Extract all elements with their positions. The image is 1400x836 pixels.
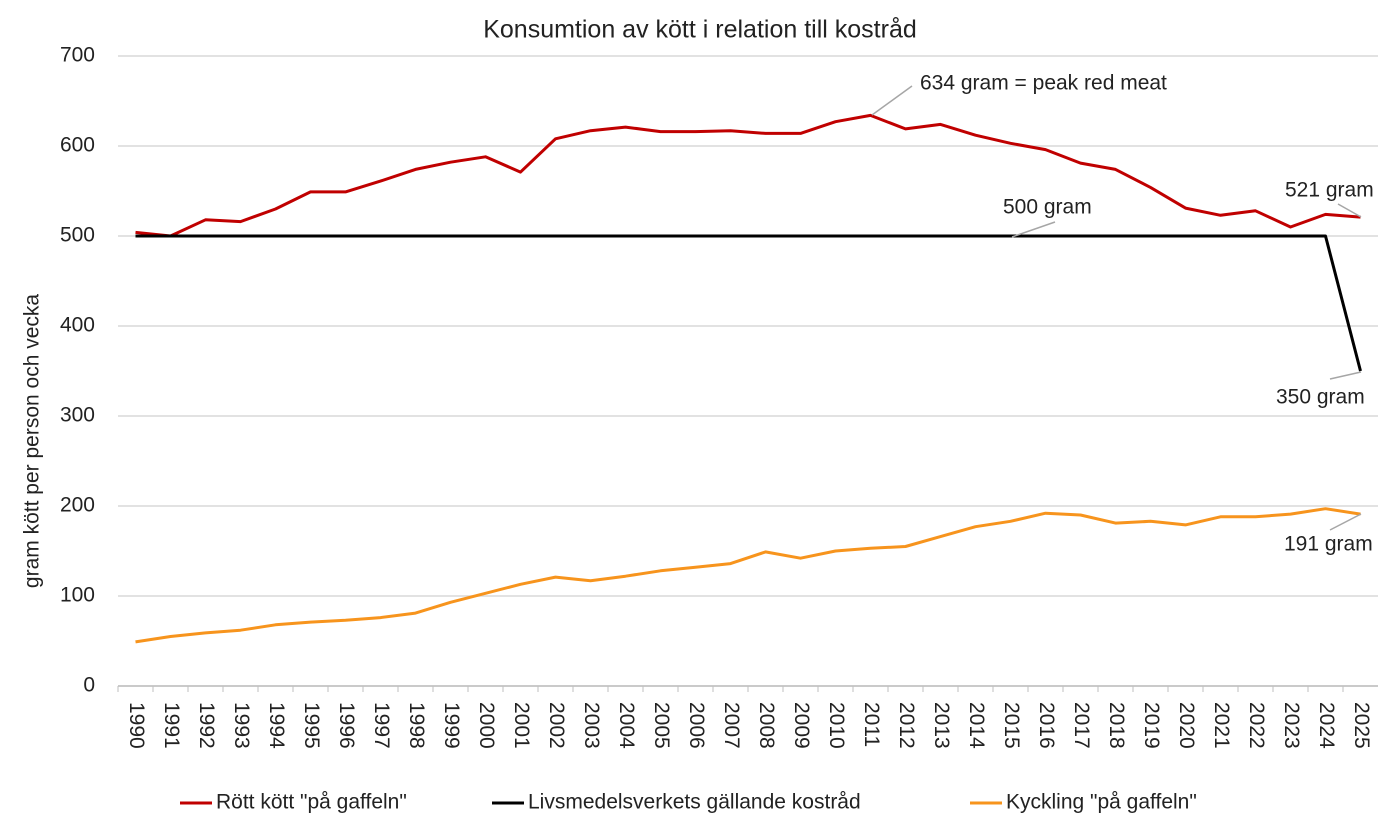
x-tick-label: 2008 [755,702,778,749]
x-tick-label: 2003 [580,702,603,749]
x-tick-label: 1999 [440,702,463,749]
x-tick-label: 2010 [825,702,848,749]
x-tick-label: 2004 [615,702,638,749]
x-tick-label: 1993 [230,702,253,749]
chart-title: Konsumtion av kött i relation till kostr… [483,16,917,44]
x-tick-label: 2000 [475,702,498,749]
x-tick-label: 1998 [405,702,428,749]
annotation: 521 gram [1285,179,1374,202]
y-axis-label: gram kött per person och vecka [21,294,44,588]
x-tick-label: 2007 [720,702,743,749]
annotation: 634 gram = peak red meat [920,72,1167,95]
legend-label: Livsmedelsverkets gällande kostråd [528,791,861,814]
x-tick-label: 2018 [1105,702,1128,749]
x-tick-label: 2025 [1350,702,1373,749]
x-tick-label: 2019 [1140,702,1163,749]
y-tick-label: 500 [60,224,95,247]
x-tick-label: 1994 [265,702,288,749]
x-tick-label: 2013 [930,702,953,749]
x-tick-label: 2005 [650,702,673,749]
x-tick-label: 2012 [895,702,918,749]
y-tick-label: 100 [60,584,95,607]
x-tick-label: 1990 [125,702,148,749]
x-tick-label: 2009 [790,702,813,749]
annotation-leader [1337,203,1362,218]
y-tick-label: 600 [60,134,95,157]
x-tick-label: 2006 [685,702,708,749]
x-tick-label: 2014 [965,702,988,749]
x-tick-label: 2002 [545,702,568,749]
annotation: 191 gram [1284,533,1373,556]
x-tick-label: 1995 [300,702,323,749]
x-tick-label: 2011 [860,702,883,747]
x-tick-label: 1992 [195,702,218,749]
x-tick-label: 1991 [160,702,183,749]
y-tick-label: 200 [60,494,95,517]
x-tick-label: 2023 [1280,702,1303,749]
legend-label: Kyckling "på gaffeln" [1006,791,1197,814]
x-tick-label: 2015 [1000,702,1023,749]
x-tick-label: 2021 [1210,702,1233,749]
x-tick-label: 2016 [1035,702,1058,749]
x-tick-label: 1997 [370,702,393,749]
x-tick-label: 2020 [1175,702,1198,749]
x-tick-label: 2001 [510,702,533,749]
annotation: 350 gram [1276,386,1365,409]
y-tick-label: 300 [60,404,95,427]
annotation-leader [1011,221,1056,238]
annotation-leader [1329,371,1362,380]
annotation: 500 gram [1003,196,1092,219]
series-line [135,113,1361,238]
annotation-leader [1329,513,1362,531]
legend-label: Rött kött "på gaffeln" [216,791,407,814]
y-tick-label: 0 [83,674,95,697]
y-tick-label: 400 [60,314,95,337]
x-tick-label: 2024 [1315,702,1338,749]
x-tick-label: 2017 [1070,702,1093,749]
x-tick-label: 1996 [335,702,358,749]
y-tick-label: 700 [60,44,95,67]
series-line [135,507,1361,644]
x-tick-label: 2022 [1245,702,1268,749]
annotation-leader [871,85,913,116]
series-line [135,234,1362,372]
